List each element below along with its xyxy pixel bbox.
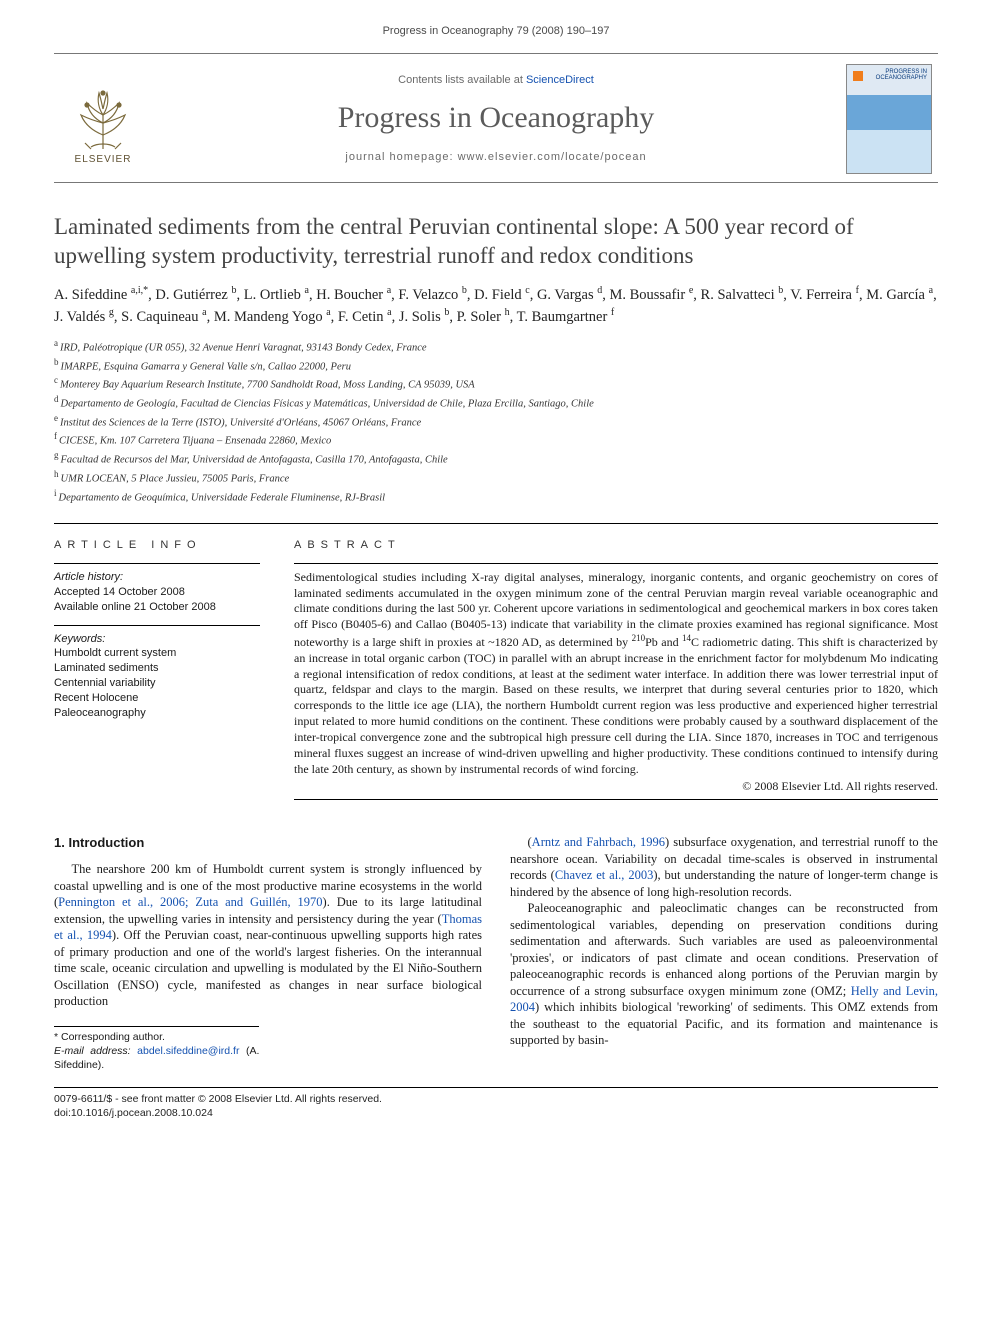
affiliation-line: aIRD, Paléotropique (UR 055), 32 Avenue … (54, 337, 938, 356)
accepted-date: Accepted 14 October 2008 (54, 585, 260, 600)
running-head: Progress in Oceanography 79 (2008) 190–1… (54, 24, 938, 39)
cover-badge-icon (853, 71, 863, 81)
corresponding-author-block: * Corresponding author. E-mail address: … (54, 1026, 259, 1073)
keyword-item: Humboldt current system (54, 646, 260, 661)
journal-name: Progress in Oceanography (164, 98, 828, 139)
article-history-label: Article history: (54, 570, 260, 585)
keywords-label: Keywords: (54, 632, 260, 647)
abstract-heading: ABSTRACT (294, 538, 938, 553)
affiliation-line: hUMR LOCEAN, 5 Place Jussieu, 75005 Pari… (54, 468, 938, 487)
affiliation-line: eInstitut des Sciences de la Terre (ISTO… (54, 412, 938, 431)
corresponding-email-link[interactable]: abdel.sifeddine@ird.fr (137, 1045, 239, 1057)
elsevier-tree-icon (71, 85, 135, 151)
article-title: Laminated sediments from the central Per… (54, 213, 938, 271)
section-heading-introduction: 1. Introduction (54, 834, 482, 851)
abstract-bottom-divider (294, 799, 938, 800)
footer-front-matter: 0079-6611/$ - see front matter © 2008 El… (54, 1092, 938, 1106)
available-online-date: Available online 21 October 2008 (54, 600, 260, 615)
abstract-panel: ABSTRACT Sedimentological studies includ… (294, 538, 938, 806)
article-body: 1. Introduction The nearshore 200 km of … (54, 834, 938, 1072)
keyword-item: Laminated sediments (54, 661, 260, 676)
corresponding-author-label: * Corresponding author. (54, 1031, 259, 1045)
keywords-list: Humboldt current systemLaminated sedimen… (54, 646, 260, 720)
journal-cover-thumbnail: PROGRESS IN OCEANOGRAPHY (846, 64, 932, 174)
contents-prefix: Contents lists available at (398, 74, 526, 86)
affiliation-line: cMonterey Bay Aquarium Research Institut… (54, 374, 938, 393)
article-info-panel: ARTICLE INFO Article history: Accepted 1… (54, 538, 260, 806)
abstract-copyright: © 2008 Elsevier Ltd. All rights reserved… (294, 779, 938, 795)
sciencedirect-link[interactable]: ScienceDirect (526, 74, 594, 86)
affiliations-block: aIRD, Paléotropique (UR 055), 32 Avenue … (54, 337, 938, 505)
publisher-name: ELSEVIER (75, 153, 132, 167)
contents-list-line: Contents lists available at ScienceDirec… (164, 73, 828, 88)
intro-paragraph-3: Paleoceanographic and paleoclimatic chan… (510, 900, 938, 1049)
email-label: E-mail address: (54, 1045, 131, 1057)
journal-masthead: ELSEVIER Contents lists available at Sci… (54, 53, 938, 183)
affiliation-line: iDepartamento de Geoquímica, Universidad… (54, 487, 938, 506)
abstract-body: Sedimentological studies including X-ray… (294, 570, 938, 778)
abstract-divider (294, 563, 938, 564)
homepage-url: www.elsevier.com/locate/pocean (458, 151, 647, 163)
keyword-item: Centennial variability (54, 676, 260, 691)
intro-paragraph-2: (Arntz and Fahrbach, 1996) subsurface ox… (510, 834, 938, 900)
intro-paragraph-1: The nearshore 200 km of Humboldt current… (54, 861, 482, 1010)
info-divider (54, 563, 260, 564)
cover-title-text: PROGRESS IN OCEANOGRAPHY (867, 69, 927, 82)
footer-doi: doi:10.1016/j.pocean.2008.10.024 (54, 1106, 938, 1120)
affiliation-line: bIMARPE, Esquina Gamarra y General Valle… (54, 356, 938, 375)
journal-homepage-line: journal homepage: www.elsevier.com/locat… (164, 150, 828, 165)
keyword-item: Paleoceanography (54, 706, 260, 721)
page-footer: 0079-6611/$ - see front matter © 2008 El… (54, 1087, 938, 1120)
homepage-label: journal homepage: (345, 151, 457, 163)
info-divider (54, 625, 260, 626)
keyword-item: Recent Holocene (54, 691, 260, 706)
authors-line: A. Sifeddine a,i,*, D. Gutiérrez b, L. O… (54, 284, 938, 327)
article-info-heading: ARTICLE INFO (54, 538, 260, 553)
affiliation-line: fCICESE, Km. 107 Carretera Tijuana – Ens… (54, 430, 938, 449)
affiliation-line: gFacultad de Recursos del Mar, Universid… (54, 449, 938, 468)
affiliation-line: dDepartamento de Geología, Facultad de C… (54, 393, 938, 412)
elsevier-logo: ELSEVIER (60, 71, 146, 167)
